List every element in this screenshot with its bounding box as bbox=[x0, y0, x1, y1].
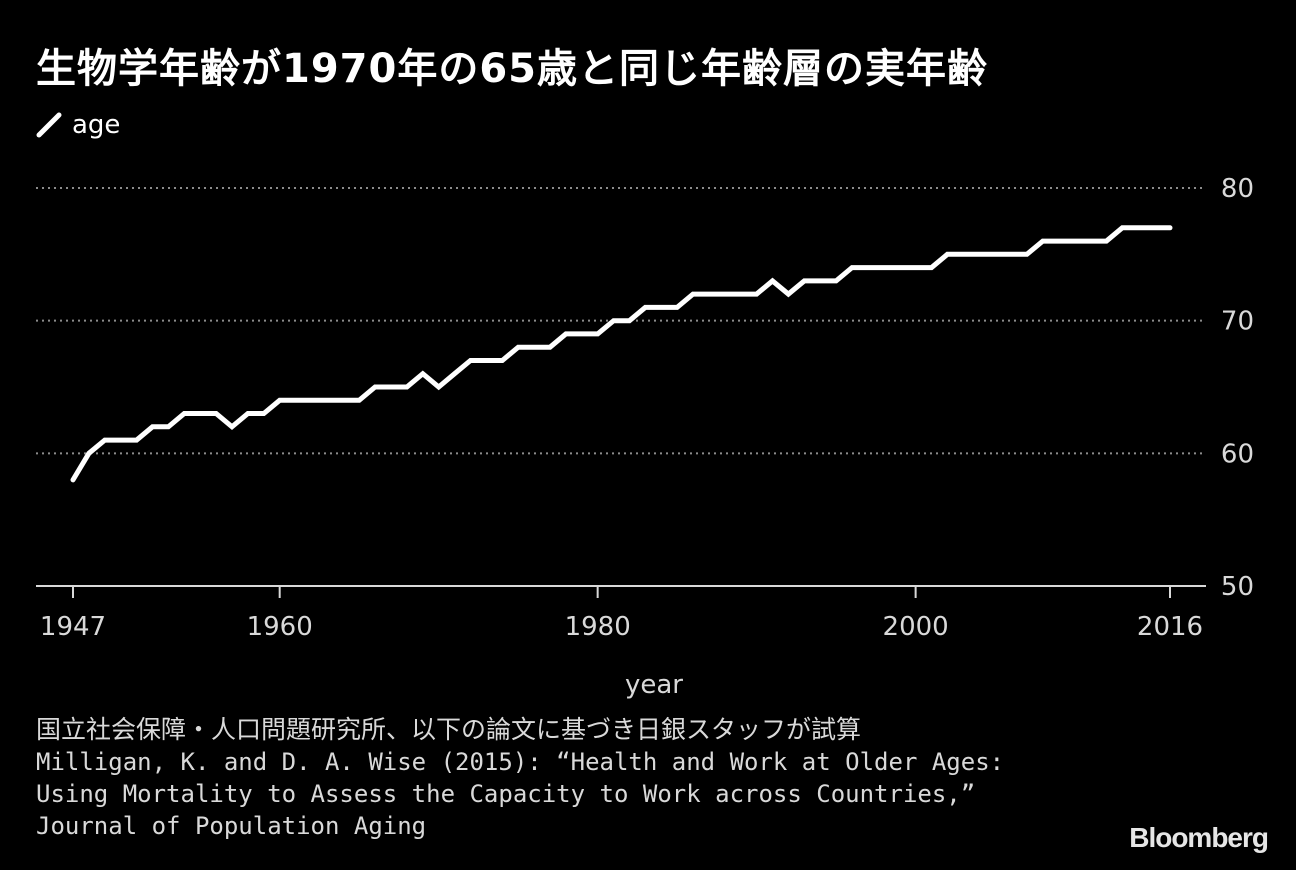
y-tick-label: 60 bbox=[1221, 439, 1254, 469]
source-line-1: 国立社会保障・人口問題研究所、以下の論文に基づき日銀スタッフが試算 bbox=[36, 715, 862, 744]
bloomberg-logo: Bloomberg bbox=[1129, 822, 1269, 853]
source-line-2: Milligan, K. and D. A. Wise (2015): “Hea… bbox=[36, 748, 1005, 840]
y-tick-label: 80 bbox=[1221, 174, 1254, 204]
line-chart: 50 60 70 80 1947 1960 1980 2000 2016 year bbox=[36, 174, 1254, 700]
legend: age bbox=[36, 110, 120, 140]
x-tick-label: 1960 bbox=[247, 612, 313, 642]
axes: 50 60 70 80 1947 1960 1980 2000 2016 bbox=[36, 174, 1254, 642]
x-tick-label: 1980 bbox=[565, 612, 631, 642]
legend-label: age bbox=[72, 110, 121, 140]
x-tick-label: 1947 bbox=[40, 612, 106, 642]
x-tick-label: 2016 bbox=[1137, 612, 1203, 642]
x-tick-label: 2000 bbox=[883, 612, 949, 642]
series-group bbox=[70, 225, 1173, 483]
series-line-age bbox=[70, 225, 1173, 483]
y-tick-label: 50 bbox=[1221, 572, 1254, 602]
source-note: 国立社会保障・人口問題研究所、以下の論文に基づき日銀スタッフが試算 Millig… bbox=[36, 714, 1036, 842]
chart-title: 生物学年齢が1970年の65歳と同じ年齢層の実年齢 bbox=[36, 46, 988, 92]
y-tick-label: 70 bbox=[1221, 307, 1254, 337]
x-axis-label: year bbox=[625, 670, 683, 700]
legend-swatch-icon bbox=[36, 112, 62, 138]
